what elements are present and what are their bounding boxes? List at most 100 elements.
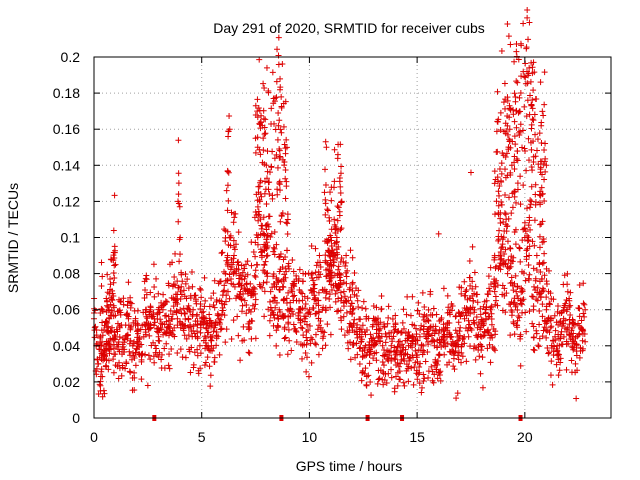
data-point [380,362,387,369]
data-point [379,342,386,349]
data-point [582,306,589,313]
data-point [452,327,459,334]
data-point [467,325,474,332]
data-point [539,260,546,267]
data-point [530,159,537,166]
data-point [259,284,266,291]
data-point [202,297,209,304]
data-point [266,298,273,305]
data-point [248,292,255,299]
data-point [543,303,550,310]
data-point [501,128,508,135]
data-point [501,80,508,87]
data-point [370,303,377,310]
data-point [101,322,108,329]
data-point [226,295,233,302]
data-point [223,187,230,194]
data-point [433,344,440,351]
data-point [538,158,545,165]
data-point [261,232,268,239]
data-point [532,277,539,284]
data-point [425,333,432,340]
data-point [341,299,348,306]
data-point [373,304,380,311]
data-point [269,192,276,199]
data-point [388,374,395,381]
data-point [276,117,283,124]
data-point [461,278,468,285]
data-point [536,288,543,295]
data-point [267,169,274,176]
data-point [147,289,154,296]
data-point [207,383,214,390]
data-point [532,131,539,138]
data-point [110,336,117,343]
data-point [335,263,342,270]
data-point [235,275,242,282]
data-point [111,192,118,199]
x-tick-label: 15 [409,429,425,445]
data-point [295,275,302,282]
data-point [367,331,374,338]
data-point [549,381,556,388]
data-point [517,258,524,265]
data-point [551,312,558,319]
data-point [447,334,454,341]
data-point [311,285,318,292]
data-point [327,189,334,196]
data-point [543,334,550,341]
data-point [554,302,561,309]
data-point [529,238,536,245]
data-point [336,208,343,215]
data-point [213,335,220,342]
data-point [275,52,282,59]
data-point [252,267,259,274]
data-point [498,201,505,208]
data-point [410,335,417,342]
data-point [447,333,454,340]
data-point [237,357,244,364]
data-point [375,367,382,374]
data-point [279,156,286,163]
data-point [279,210,286,217]
data-point [384,320,391,327]
data-point [197,306,204,313]
data-point [143,313,150,320]
data-point [134,307,141,314]
data-point [436,326,443,333]
data-point [189,283,196,290]
data-point [104,319,111,326]
data-point [322,294,329,301]
data-point [139,322,146,329]
data-point [378,305,385,312]
data-point [484,345,491,352]
data-point [313,341,320,348]
data-point [93,326,100,333]
data-point [227,234,234,241]
data-point [560,320,567,327]
data-point [304,295,311,302]
data-point [555,351,562,358]
data-point [420,313,427,320]
data-point [512,199,519,206]
data-point [510,106,517,113]
data-point [432,323,439,330]
data-point [285,319,292,326]
data-point [536,307,543,314]
data-point [511,188,518,195]
data-point [183,335,190,342]
data-point [538,184,545,191]
data-point [526,19,533,26]
data-point [557,359,564,366]
data-point [262,116,269,123]
data-point [454,337,461,344]
data-point [412,341,419,348]
data-point [128,323,135,330]
data-point [99,308,106,315]
data-point [373,357,380,364]
data-point [519,144,526,151]
data-point [492,347,499,354]
data-point [557,355,564,362]
data-point [546,301,553,308]
data-point [243,301,250,308]
